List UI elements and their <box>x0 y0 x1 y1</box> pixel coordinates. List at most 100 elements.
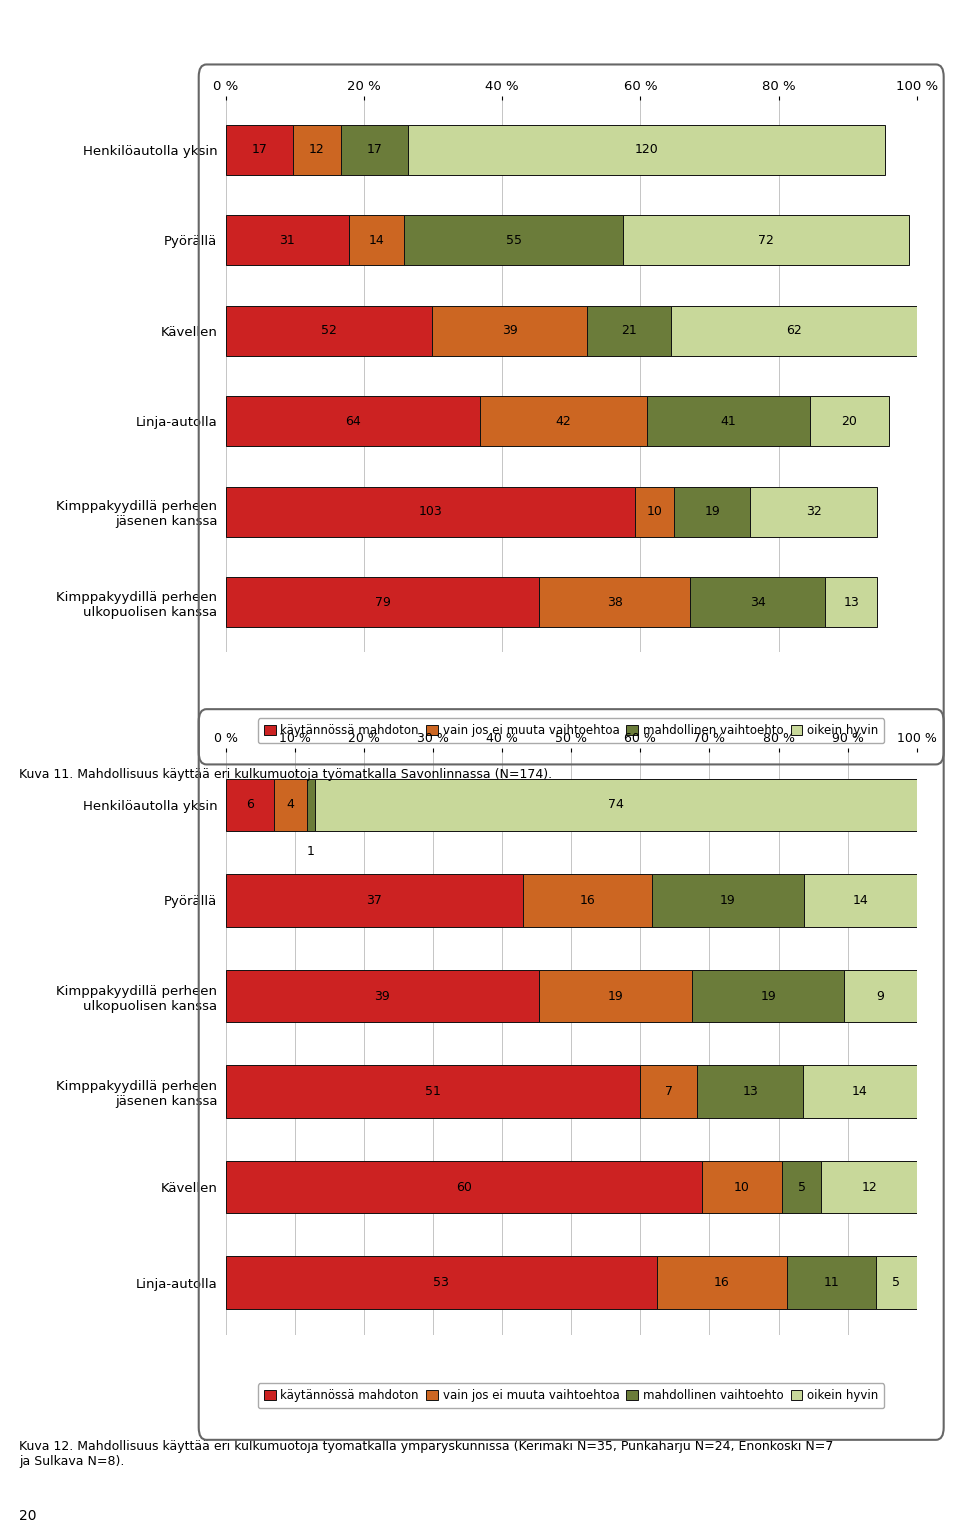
Bar <box>408 124 885 175</box>
Text: 62: 62 <box>786 324 802 338</box>
Text: 17: 17 <box>252 143 267 157</box>
Text: 12: 12 <box>309 143 324 157</box>
Text: 38: 38 <box>607 596 623 609</box>
Bar <box>307 778 315 832</box>
Bar <box>226 970 540 1022</box>
Text: 12: 12 <box>861 1180 877 1194</box>
Text: 39: 39 <box>502 324 517 338</box>
Text: 21: 21 <box>621 324 636 338</box>
Bar <box>786 1256 876 1309</box>
Bar <box>876 1256 917 1309</box>
Text: 39: 39 <box>374 990 390 1002</box>
Bar <box>652 875 804 927</box>
Bar <box>588 305 670 356</box>
Text: 74: 74 <box>608 798 624 812</box>
Bar <box>692 970 845 1022</box>
Text: 17: 17 <box>367 143 382 157</box>
Bar <box>226 124 293 175</box>
Text: 60: 60 <box>456 1180 472 1194</box>
Bar <box>647 396 809 447</box>
Text: 55: 55 <box>506 233 521 247</box>
Text: 31: 31 <box>279 233 295 247</box>
Text: 64: 64 <box>345 414 361 428</box>
Bar <box>226 305 432 356</box>
Text: 52: 52 <box>321 324 337 338</box>
Text: 4: 4 <box>287 798 295 812</box>
Bar <box>750 487 877 537</box>
Text: 16: 16 <box>580 893 595 907</box>
Text: 1: 1 <box>307 846 315 858</box>
Bar <box>348 215 404 266</box>
Bar <box>640 1065 697 1117</box>
Text: 10: 10 <box>734 1180 750 1194</box>
Bar <box>226 875 523 927</box>
Bar <box>826 577 877 628</box>
Text: 37: 37 <box>367 893 382 907</box>
Text: 16: 16 <box>714 1276 730 1289</box>
Text: 103: 103 <box>419 505 442 519</box>
Text: 34: 34 <box>750 596 766 609</box>
Bar <box>697 1065 803 1117</box>
Bar <box>690 577 826 628</box>
Text: 13: 13 <box>742 1085 758 1098</box>
Text: 13: 13 <box>844 596 859 609</box>
Text: 19: 19 <box>760 990 776 1002</box>
Text: 14: 14 <box>369 233 384 247</box>
Bar <box>523 875 652 927</box>
Bar <box>540 970 692 1022</box>
Text: 53: 53 <box>433 1276 449 1289</box>
Bar <box>809 396 889 447</box>
Legend: käytännössä mahdoton, vain jos ei muuta vaihtoehtoa, mahdollinen vaihtoehto, oik: käytännössä mahdoton, vain jos ei muuta … <box>258 1383 884 1408</box>
Text: 19: 19 <box>705 505 720 519</box>
Bar <box>293 124 341 175</box>
Text: 5: 5 <box>798 1180 805 1194</box>
Bar <box>623 215 909 266</box>
Text: 41: 41 <box>720 414 736 428</box>
Legend: käytännössä mahdoton, vain jos ei muuta vaihtoehtoa, mahdollinen vaihtoehto, oik: käytännössä mahdoton, vain jos ei muuta … <box>258 718 884 743</box>
Text: 10: 10 <box>647 505 662 519</box>
Bar <box>670 305 917 356</box>
Bar <box>703 1160 781 1213</box>
Bar <box>432 305 588 356</box>
Bar <box>540 577 690 628</box>
Text: 7: 7 <box>664 1085 673 1098</box>
Bar <box>226 396 480 447</box>
Bar <box>315 778 917 832</box>
Text: 14: 14 <box>852 1085 868 1098</box>
Bar <box>781 1160 822 1213</box>
Bar <box>226 1256 657 1309</box>
Bar <box>226 215 348 266</box>
Bar <box>275 778 307 832</box>
Bar <box>226 778 275 832</box>
Text: 9: 9 <box>876 990 884 1002</box>
Bar <box>657 1256 786 1309</box>
Text: 14: 14 <box>852 893 869 907</box>
Bar <box>226 1065 640 1117</box>
Text: Kuva 12. Mahdollisuus käyttää eri kulkumuotoja työmatkalla ympäryskunnissa (Keri: Kuva 12. Mahdollisuus käyttää eri kulkum… <box>19 1440 833 1467</box>
Text: 51: 51 <box>425 1085 441 1098</box>
Text: Kuva 11. Mahdollisuus käyttää eri kulkumuotoja työmatkalla Savonlinnassa (N=174): Kuva 11. Mahdollisuus käyttää eri kulkum… <box>19 768 552 780</box>
Bar <box>822 1160 917 1213</box>
Bar <box>404 215 623 266</box>
Text: 79: 79 <box>374 596 391 609</box>
Bar <box>635 487 675 537</box>
Text: 20: 20 <box>841 414 857 428</box>
Text: 19: 19 <box>720 893 735 907</box>
Bar <box>804 875 917 927</box>
Bar <box>341 124 408 175</box>
Bar <box>226 487 635 537</box>
Text: 19: 19 <box>608 990 623 1002</box>
Bar <box>675 487 750 537</box>
Bar <box>226 577 540 628</box>
Text: 72: 72 <box>757 233 774 247</box>
Text: 20: 20 <box>19 1509 36 1523</box>
Text: 120: 120 <box>635 143 659 157</box>
Bar <box>845 970 917 1022</box>
Bar <box>480 396 647 447</box>
Text: 32: 32 <box>805 505 822 519</box>
Text: 6: 6 <box>246 798 254 812</box>
Text: 11: 11 <box>824 1276 839 1289</box>
Text: 5: 5 <box>893 1276 900 1289</box>
Text: 42: 42 <box>556 414 571 428</box>
Bar <box>226 1160 703 1213</box>
